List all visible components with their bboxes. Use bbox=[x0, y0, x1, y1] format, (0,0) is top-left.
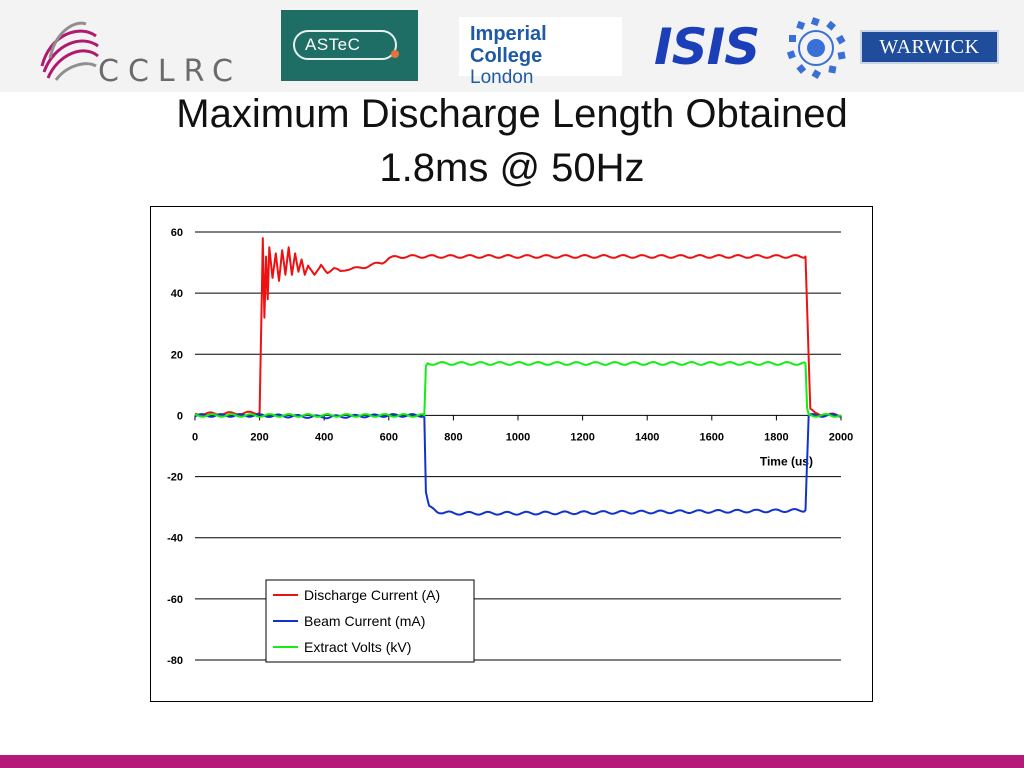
slide-subtitle: 1.8ms @ 50Hz bbox=[379, 146, 645, 190]
slide-title: Maximum Discharge Length Obtained bbox=[176, 92, 848, 136]
series-lines bbox=[194, 237, 842, 516]
warwick-logo-text: WARWICK bbox=[879, 36, 980, 58]
series-line bbox=[194, 237, 842, 418]
x-tick-label: 1800 bbox=[764, 431, 788, 443]
astec-logo-text: ASTeC bbox=[305, 35, 361, 54]
x-tick-label: 2000 bbox=[829, 431, 853, 443]
series-line bbox=[194, 361, 842, 418]
isis-target-icon bbox=[786, 17, 846, 79]
x-tick-label: 600 bbox=[380, 431, 398, 443]
astec-dot bbox=[391, 50, 399, 58]
astec-ring bbox=[293, 30, 397, 60]
astec-logo: ASTeC bbox=[281, 10, 418, 81]
x-tick-label: 1400 bbox=[635, 431, 659, 443]
y-tick-label: -60 bbox=[167, 594, 183, 606]
isis-logo: ISIS bbox=[654, 12, 854, 82]
x-tick-label: 1600 bbox=[700, 431, 724, 443]
legend-box bbox=[265, 579, 475, 663]
chart-frame: 60 40 20 0 -20 -40 -60 -80 0 200 400 600 800 1000 120… bbox=[150, 206, 873, 702]
legend: Discharge Current (A) Beam Current (mA) Ex… bbox=[265, 579, 475, 663]
y-tick-label: 0 bbox=[177, 410, 183, 422]
warwick-logo: WARWICK bbox=[860, 30, 999, 64]
y-tick-labels: 60 40 20 0 -20 -40 -60 -80 bbox=[167, 227, 183, 667]
y-tick-label: -80 bbox=[167, 655, 183, 667]
y-tick-label: 40 bbox=[171, 288, 183, 300]
x-tick-label: 1200 bbox=[570, 431, 594, 443]
y-tick-label: 60 bbox=[171, 227, 183, 239]
logo-header: CCLRC ASTeC Imperial College London ISIS bbox=[0, 0, 1024, 92]
imperial-logo-line1: Imperial College bbox=[470, 23, 547, 67]
footer-accent-bar bbox=[0, 755, 1024, 768]
x-tick-label: 200 bbox=[250, 431, 268, 443]
legend-label: Discharge Current (A) bbox=[304, 587, 440, 603]
legend-label: Beam Current (mA) bbox=[304, 613, 425, 629]
x-tick-labels: 0 200 400 600 800 1000 1200 1400 1600 1800 2000 bbox=[192, 415, 853, 443]
imperial-logo: Imperial College London bbox=[459, 17, 622, 88]
series-line bbox=[194, 413, 842, 516]
cclrc-logo-text: CCLRC bbox=[98, 54, 242, 89]
imperial-logo-line2: London bbox=[470, 67, 534, 88]
x-tick-label: 1000 bbox=[506, 431, 530, 443]
x-tick-label: 400 bbox=[315, 431, 333, 443]
isis-logo-text: ISIS bbox=[654, 18, 760, 76]
y-tick-label: 20 bbox=[171, 349, 183, 361]
x-tick-label: 800 bbox=[444, 431, 462, 443]
cclrc-logo: CCLRC bbox=[36, 14, 246, 89]
y-tick-label: -20 bbox=[167, 472, 183, 484]
legend-label: Extract Volts (kV) bbox=[304, 639, 411, 655]
y-tick-label: -40 bbox=[167, 533, 183, 545]
x-tick-label: 0 bbox=[192, 431, 198, 443]
cclrc-swirl-icon bbox=[40, 21, 99, 81]
x-axis-label: Time (us) bbox=[760, 454, 813, 468]
